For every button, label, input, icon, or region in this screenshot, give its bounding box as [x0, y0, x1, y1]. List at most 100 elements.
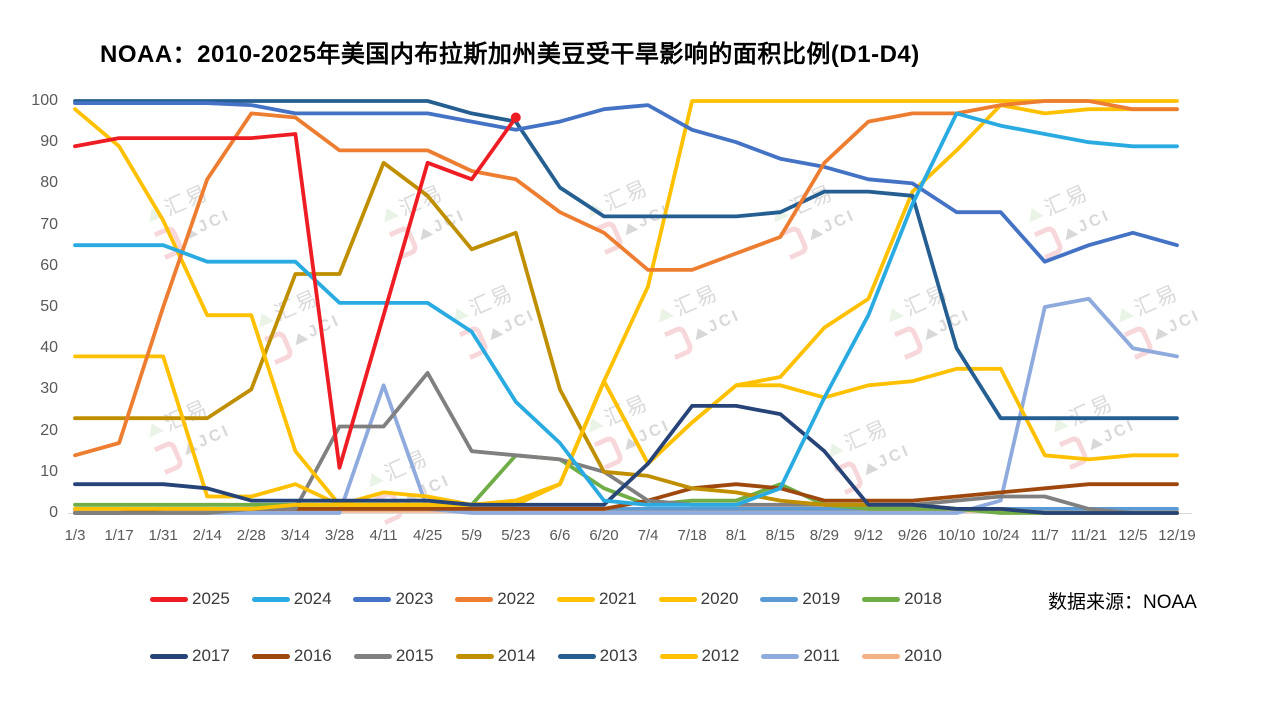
legend-row-2: 2017 2016 2015 2014 2013 2012 2011 2010 [150, 646, 942, 666]
x-axis-tick-label: 5/9 [461, 527, 483, 544]
x-axis-tick-label: 5/23 [501, 527, 531, 544]
x-axis-tick-label: 10/10 [937, 527, 976, 544]
legend-item-2014: 2014 [455, 646, 536, 666]
legend-item-2023: 2023 [353, 589, 433, 609]
legend-item-2015: 2015 [353, 646, 434, 666]
legend-item-2021: 2021 [556, 589, 637, 609]
x-axis-tick-label: 1/31 [148, 527, 178, 544]
line-2025 [73, 115, 518, 470]
legend-item-2020: 2020 [658, 589, 739, 609]
legend-label: 2015 [395, 646, 434, 665]
legend-item-2025: 2025 [150, 589, 230, 609]
y-axis-tick-label: 30 [40, 380, 58, 398]
x-axis-tick-label: 3/14 [280, 527, 310, 544]
legend-item-2013: 2013 [557, 646, 638, 666]
legend-label: 2019 [802, 589, 841, 608]
legend-label: 2011 [803, 646, 840, 665]
legend-item-2018: 2018 [862, 589, 942, 609]
legend-item-2019: 2019 [760, 589, 840, 609]
legend-item-2017: 2017 [150, 646, 230, 666]
x-axis-tick-label: 9/26 [897, 527, 928, 544]
y-axis-tick-label: 100 [31, 92, 58, 109]
legend-swatch-2022 [455, 596, 494, 602]
y-axis-tick-label: 10 [40, 462, 58, 480]
source-note: 数据来源：NOAA [1048, 592, 1197, 613]
y-axis-tick-label: 0 [49, 504, 58, 521]
legend-label: 2021 [598, 589, 637, 608]
legend-label: 2013 [599, 646, 638, 665]
legend-label: 2025 [192, 589, 230, 608]
legend-swatch-2014 [455, 653, 494, 659]
legend-swatch-2024 [251, 596, 290, 602]
x-axis-tick-label: 2/28 [236, 527, 266, 544]
y-axis-tick-label: 50 [40, 298, 58, 315]
legend-item-2016: 2016 [251, 646, 332, 666]
legend-label: 2023 [395, 589, 434, 608]
y-axis-tick-label: 40 [40, 339, 58, 357]
x-axis-tick-label: 7/4 [637, 527, 659, 544]
legend-swatch-2011 [761, 653, 800, 659]
line-2023 [73, 101, 1179, 264]
line-2011 [73, 296, 1179, 515]
legend-item-2022: 2022 [455, 589, 535, 609]
legend-label: 2010 [904, 646, 942, 665]
legend-row-1: 2025 2024 2023 2022 2021 2020 2019 2018 [150, 589, 942, 609]
legend-label: 2022 [497, 589, 536, 608]
x-axis-tick-label: 12/19 [1158, 527, 1196, 544]
line-2012 [73, 99, 1179, 507]
legend-label: 2016 [293, 646, 332, 665]
legend-item-2010: 2010 [862, 646, 942, 666]
legend-label: 2020 [700, 589, 739, 608]
legend-item-2012: 2012 [659, 646, 740, 666]
y-axis-tick-label: 80 [40, 174, 58, 192]
legend-swatch-2010 [862, 653, 901, 659]
line-2018 [73, 453, 1179, 515]
x-axis-tick-label: 6/20 [589, 527, 619, 544]
legend-swatch-2020 [658, 596, 697, 602]
x-axis-tick-label: 9/12 [853, 527, 884, 544]
line-2022 [73, 99, 1179, 458]
x-axis-tick-label: 3/28 [324, 527, 355, 544]
line-2024 [73, 111, 1179, 507]
y-axis-tick-label: 60 [40, 256, 58, 274]
legend-label: 2024 [293, 589, 332, 608]
legend-swatch-2013 [557, 653, 596, 659]
legend-swatch-2017 [150, 653, 188, 659]
legend-swatch-2016 [251, 653, 290, 659]
x-axis-tick-label: 2/14 [192, 527, 222, 544]
legend-item-2024: 2024 [251, 589, 332, 609]
x-axis-tick-label: 6/6 [549, 527, 571, 544]
x-axis-tick-label: 8/29 [809, 527, 839, 544]
y-axis-tick-label: 70 [40, 215, 58, 233]
x-axis-tick-label: 12/5 [1118, 527, 1148, 544]
legend-swatch-2018 [862, 596, 901, 602]
legend-label: 2018 [904, 589, 942, 608]
x-axis-tick-label: 7/18 [677, 527, 707, 544]
legend-swatch-2019 [760, 596, 799, 602]
x-axis-tick-label: 1/3 [64, 527, 86, 544]
legend-label: 2014 [497, 646, 536, 665]
legend-label: 2017 [192, 646, 230, 665]
chart-title: NOAA：2010-2025年美国内布拉斯加州美豆受干旱影响的面积比例(D1-D… [100, 41, 920, 68]
x-axis-tick-label: 11/7 [1030, 527, 1059, 544]
legend-item-2011: 2011 [761, 646, 840, 666]
y-axis-tick-label: 90 [40, 133, 58, 151]
legend-label: 2012 [701, 646, 740, 665]
line-2017 [73, 403, 1179, 515]
x-axis-tick-label: 11/21 [1070, 527, 1108, 544]
x-axis-tick-label: 10/24 [981, 527, 1020, 544]
x-axis-tick-label: 4/25 [413, 527, 443, 544]
x-axis-tick-label: 8/1 [725, 527, 747, 544]
y-axis-tick-label: 20 [40, 421, 58, 439]
end-marker-2025 [510, 112, 521, 123]
x-axis-tick-label: 1/17 [104, 527, 134, 544]
line-2013 [73, 99, 1179, 421]
legend-swatch-2012 [659, 653, 698, 659]
x-axis-tick-label: 8/15 [765, 527, 795, 544]
legend-swatch-2025 [150, 596, 188, 602]
x-axis-tick-label: 4/11 [369, 527, 398, 544]
legend-swatch-2023 [353, 596, 392, 602]
legend-swatch-2015 [353, 653, 392, 659]
